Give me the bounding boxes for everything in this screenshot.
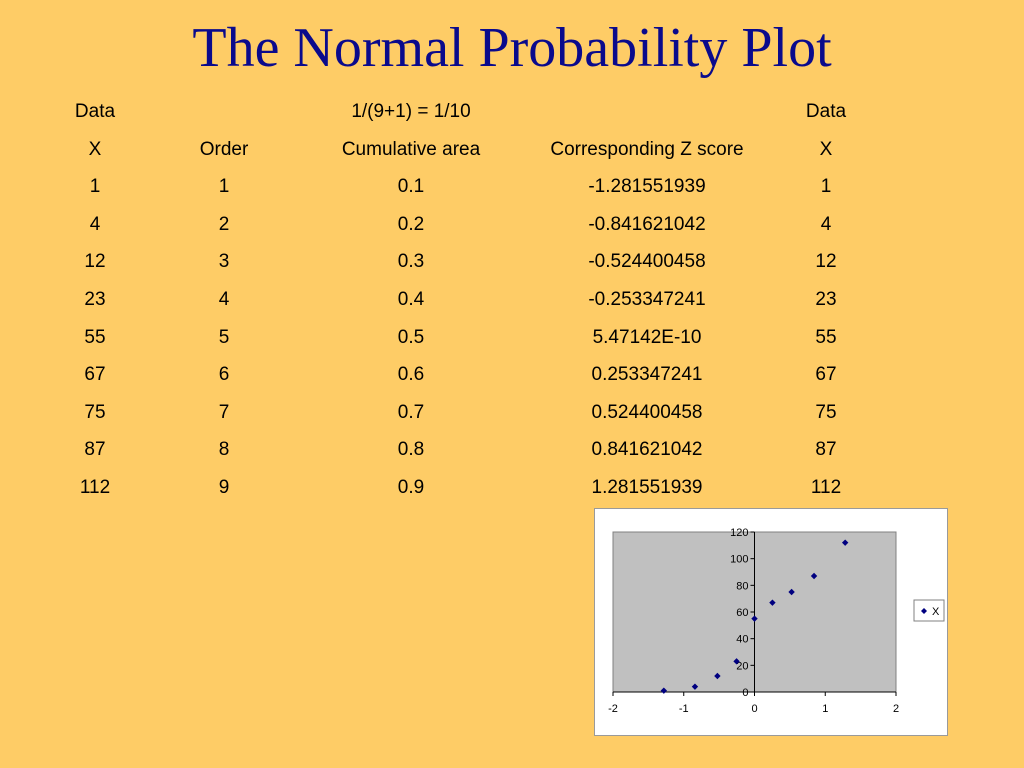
table-cell-z-score: 1.281551939: [591, 477, 703, 498]
data-point: [788, 588, 795, 596]
column-header-z-score: Corresponding Z score: [550, 138, 744, 160]
y-tick-label: 120: [730, 527, 748, 539]
table-cell-order: 6: [218, 364, 230, 386]
y-tick-label: 40: [736, 634, 748, 646]
table-cell-order: 3: [218, 251, 230, 273]
header-cell-data-x-repeat: Data: [805, 101, 847, 122]
table-cell-z-score: 0.524400458: [591, 401, 703, 423]
chart-svg: 0 20 40 60 80 100 120 -2 -1 0 1 2 X: [608, 527, 945, 715]
data-point: [769, 599, 776, 606]
table-cell-order: 1: [218, 176, 230, 198]
table-cell-z-score: 0.253347241: [591, 364, 703, 386]
table-cell-z-score: -1.281551939: [588, 176, 706, 198]
normal-probability-chart: 0 20 40 60 80 100 120 -2 -1 0 1 2 X: [594, 508, 948, 736]
table-cell-z-score: -0.841621042: [588, 213, 706, 235]
slide-title: The Normal Probability Plot: [192, 17, 832, 79]
table-cell-data-x-repeat: 112: [810, 477, 842, 498]
column-header-order: Order: [199, 138, 249, 160]
table-cell-order: 9: [218, 477, 230, 498]
table-cell-order: 2: [218, 213, 230, 235]
x-tick-label: 2: [893, 703, 899, 715]
table-cell-order: 5: [218, 326, 230, 348]
y-tick-label: 80: [736, 580, 748, 592]
table-cell-data-x-repeat: 23: [815, 289, 837, 310]
column-header-cumulative-area: Cumulative area: [341, 138, 481, 160]
table-cell-cumulative-area: 0.4: [397, 289, 425, 310]
y-tick-label: 20: [736, 660, 748, 672]
table-cell-z-score: -0.253347241: [588, 289, 706, 310]
x-tick-label: -2: [608, 703, 618, 715]
table-cell-order: 7: [218, 401, 230, 423]
table-cell-data-x-repeat: 1: [820, 176, 832, 198]
table-cell-cumulative-area: 0.9: [397, 477, 425, 498]
data-point: [691, 683, 699, 690]
data-point: [751, 615, 758, 622]
table-cell-cumulative-area: 0.2: [397, 213, 425, 235]
table-cell-z-score: 5.47142E-10: [592, 326, 702, 348]
table-cell-cumulative-area: 0.7: [397, 401, 425, 423]
table-cell-data-x: 112: [79, 477, 111, 498]
table-cell-data-x: 75: [84, 401, 106, 423]
table-cell-data-x-repeat: 4: [820, 213, 832, 235]
table-cell-cumulative-area: 0.1: [397, 176, 425, 198]
table-cell-data-x-repeat: 67: [815, 364, 837, 386]
data-point: [841, 539, 849, 546]
header-cell-data-x: Data: [74, 101, 116, 122]
legend-box: [913, 599, 945, 622]
table-cell-z-score: 0.841621042: [591, 439, 703, 461]
table-cell-data-x-repeat: 75: [815, 401, 837, 423]
table-cell-cumulative-area: 0.8: [397, 439, 425, 461]
data-point: [810, 572, 818, 580]
table-cell-data-x: 87: [84, 439, 106, 461]
table-cell-cumulative-area: 0.5: [397, 326, 425, 348]
table-cell-cumulative-area: 0.3: [397, 251, 425, 273]
legend-label: X: [932, 606, 940, 618]
table-cell-data-x-repeat: 87: [815, 439, 837, 461]
x-tick-label: -1: [679, 703, 689, 715]
table-cell-data-x: 23: [84, 289, 106, 310]
y-tick-label: 60: [736, 607, 748, 619]
table-cell-data-x: 1: [89, 176, 101, 198]
x-tick-label: 0: [751, 703, 757, 715]
table-cell-data-x-repeat: 55: [815, 326, 837, 348]
column-header-data-x: X: [88, 138, 102, 160]
y-tick-label: 100: [730, 554, 748, 566]
table-cell-data-x: 67: [84, 364, 106, 386]
header-cell-cumulative-area: 1/(9+1) = 1/10: [351, 101, 471, 122]
table-cell-order: 4: [218, 289, 230, 310]
data-point: [733, 658, 740, 665]
table-cell-data-x: 55: [84, 326, 106, 348]
column-header-data-x-repeat: X: [819, 138, 833, 160]
table-cell-order: 8: [218, 439, 230, 461]
table-cell-cumulative-area: 0.6: [397, 364, 425, 386]
table-cell-data-x: 12: [84, 251, 106, 273]
table-cell-z-score: -0.524400458: [588, 251, 706, 273]
data-point: [714, 672, 721, 680]
table-cell-data-x-repeat: 12: [815, 251, 837, 273]
legend-marker: [921, 608, 927, 614]
y-tick-label: 0: [742, 687, 748, 699]
x-tick-label: 1: [822, 703, 828, 715]
table-cell-data-x: 4: [89, 213, 101, 235]
data-point: [660, 687, 668, 694]
